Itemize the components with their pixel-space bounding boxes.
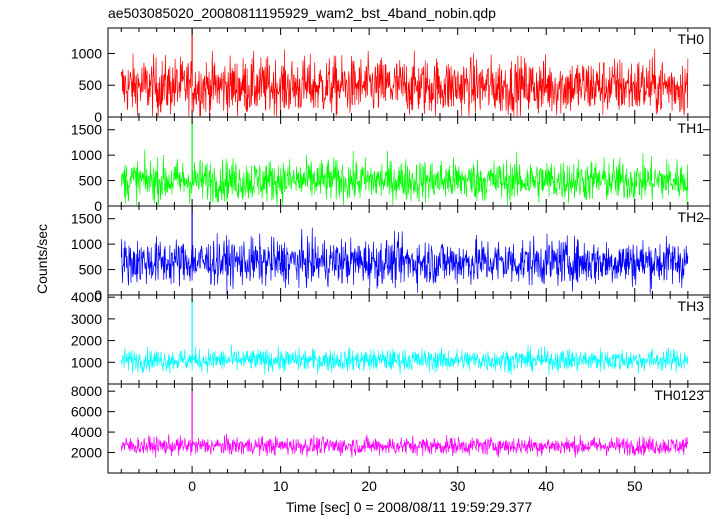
y-tick-label: 6000 (71, 404, 102, 420)
y-tick-label: 1000 (71, 147, 102, 163)
panel-th1: 0 500 1000 1500 TH1 (71, 116, 711, 214)
y-tick-label: 1000 (71, 45, 102, 61)
y-tick-label: 2000 (71, 445, 102, 461)
panel-label: TH0 (678, 31, 705, 47)
y-tick-label: 0 (94, 198, 102, 214)
x-tick-label: 30 (450, 478, 466, 494)
x-tick-label: 40 (538, 478, 554, 494)
panel-label: TH3 (678, 298, 705, 314)
series-line-th2 (120, 227, 689, 295)
panel-label: TH2 (678, 209, 705, 225)
y-tick-label: 3000 (71, 311, 102, 327)
y-tick-label: 500 (79, 262, 103, 278)
panel-th0123: 2000 4000 6000 8000 TH0123 (71, 383, 711, 474)
x-tick-label: 50 (627, 478, 643, 494)
y-tick-label: 500 (79, 77, 103, 93)
x-tick-label: 10 (273, 478, 289, 494)
series-line-th3 (120, 344, 689, 376)
y-tick-label: 1000 (71, 354, 102, 370)
y-axis-label: Counts/sec (34, 224, 50, 294)
y-tick-label: 4000 (71, 424, 102, 440)
chart-title: ae503085020_20080811195929_wam2_bst_4ban… (108, 5, 496, 21)
y-tick-label: 0 (94, 287, 102, 303)
panel-th0: 0 500 1000 TH0 (71, 27, 711, 125)
y-tick-label: 500 (79, 173, 103, 189)
y-tick-label: 1500 (71, 122, 102, 138)
x-axis-label: Time [sec] 0 = 2008/08/11 19:59:29.377 (286, 499, 533, 515)
series-line-th1 (120, 149, 689, 206)
x-tick-label: 0 (188, 478, 196, 494)
y-tick-label: 1500 (71, 211, 102, 227)
y-tick-label: 8000 (71, 383, 102, 399)
panel-th2: 0 500 1000 1500 TH2 (71, 205, 711, 303)
x-tick-label: 20 (361, 478, 377, 494)
series-line-th0123 (120, 433, 689, 458)
panel-label: TH1 (678, 120, 705, 136)
panel-label: TH0123 (654, 387, 704, 403)
panel-frame (107, 383, 711, 474)
y-tick-label: 2000 (71, 333, 102, 349)
y-tick-label: 1000 (71, 236, 102, 252)
series-line-th0 (120, 49, 689, 117)
panel-th3: 1000 2000 3000 4000 TH3 (71, 289, 711, 385)
panel-frame (107, 294, 711, 385)
y-tick-label: 0 (94, 109, 102, 125)
y-tick-label: 4000 (71, 289, 102, 305)
